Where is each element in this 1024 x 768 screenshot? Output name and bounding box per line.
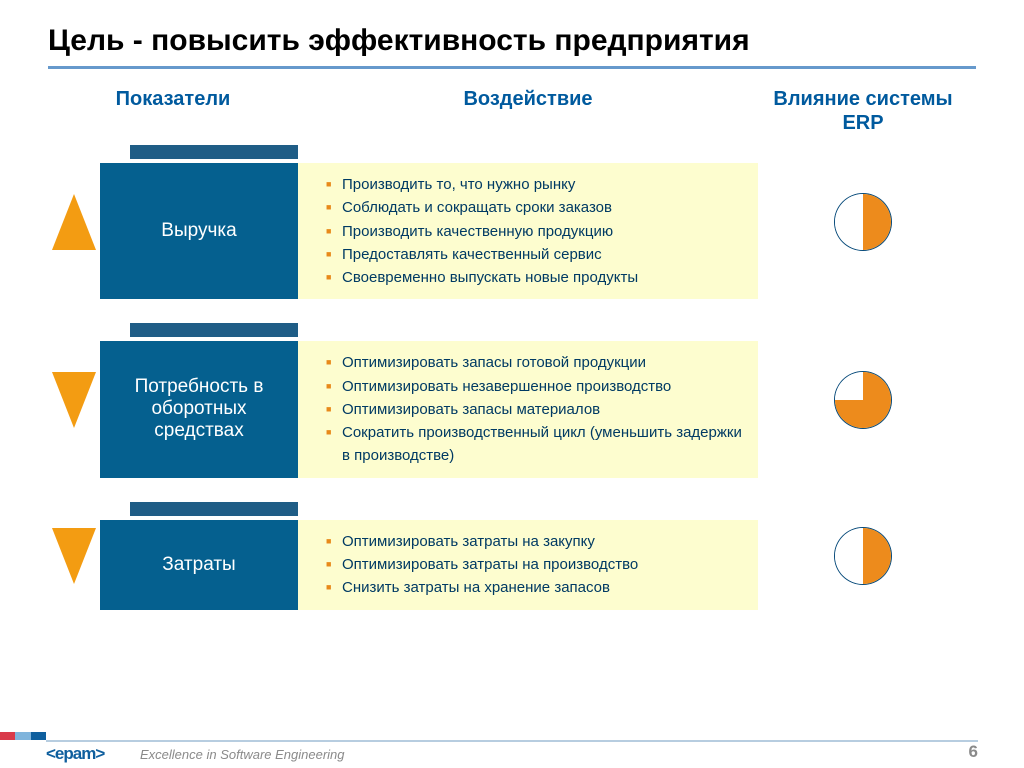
footer-rule — [46, 740, 978, 742]
action-item: Оптимизировать затраты на производство — [326, 553, 744, 576]
content-row: ВыручкаПроизводить то, что нужно рынкуСо… — [48, 145, 976, 299]
indicator-stack: Потребность в оборотных средствах — [100, 323, 298, 477]
action-item: Снизить затраты на хранение запасов — [326, 576, 744, 599]
column-headers: Показатели Воздействие Влияние системы E… — [48, 87, 976, 135]
pie-cell — [758, 502, 968, 610]
erp-pie-icon — [835, 372, 891, 428]
arrow-down-icon — [52, 528, 96, 584]
rows-container: ВыручкаПроизводить то, что нужно рынкуСо… — [48, 145, 976, 610]
indicator-top-bar — [130, 323, 298, 337]
arrow-up-icon — [52, 194, 96, 250]
pie-cell — [758, 145, 968, 299]
direction-arrow — [48, 145, 100, 299]
indicator-top-bar — [130, 145, 298, 159]
actions-box: Оптимизировать затраты на закупкуОптимиз… — [298, 520, 758, 610]
action-item: Предоставлять качественный сервис — [326, 243, 744, 266]
slide-body: Цель - повысить эффективность предприяти… — [0, 0, 1024, 610]
action-item: Производить то, что нужно рынку — [326, 173, 744, 196]
actions-box: Производить то, что нужно рынкуСоблюдать… — [298, 163, 758, 299]
epam-logo: <epam> — [46, 744, 104, 764]
header-erp: Влияние системы ERP — [758, 87, 968, 135]
direction-arrow — [48, 323, 100, 477]
action-item: Оптимизировать затраты на закупку — [326, 530, 744, 553]
indicator-box: Выручка — [100, 163, 298, 299]
action-item: Оптимизировать запасы материалов — [326, 398, 744, 421]
slide-footer: <epam> Excellence in Software Engineerin… — [0, 724, 1024, 768]
indicator-box: Потребность в оборотных средствах — [100, 341, 298, 477]
actions-box: Оптимизировать запасы готовой продукцииО… — [298, 341, 758, 477]
content-row: Потребность в оборотных средствахОптимиз… — [48, 323, 976, 477]
pie-cell — [758, 323, 968, 477]
action-item: Своевременно выпускать новые продукты — [326, 266, 744, 289]
indicator-box: Затраты — [100, 520, 298, 610]
direction-arrow — [48, 502, 100, 610]
action-item: Оптимизировать незавершенное производств… — [326, 375, 744, 398]
erp-pie-icon — [835, 528, 891, 584]
indicator-stack: Выручка — [100, 145, 298, 299]
indicator-stack: Затраты — [100, 502, 298, 610]
action-item: Сократить производственный цикл (уменьши… — [326, 421, 744, 468]
indicator-top-bar — [130, 502, 298, 516]
footer-tagline: Excellence in Software Engineering — [140, 747, 345, 762]
content-row: ЗатратыОптимизировать затраты на закупку… — [48, 502, 976, 610]
slide-title: Цель - повысить эффективность предприяти… — [48, 24, 976, 58]
title-underline — [48, 66, 976, 69]
action-item: Соблюдать и сокращать сроки заказов — [326, 196, 744, 219]
action-item: Производить качественную продукцию — [326, 220, 744, 243]
header-actions: Воздействие — [298, 87, 758, 135]
action-item: Оптимизировать запасы готовой продукции — [326, 351, 744, 374]
erp-pie-icon — [835, 194, 891, 250]
header-indicators: Показатели — [48, 87, 298, 135]
footer-accent — [0, 732, 46, 740]
page-number: 6 — [969, 742, 978, 762]
arrow-down-icon — [52, 372, 96, 428]
